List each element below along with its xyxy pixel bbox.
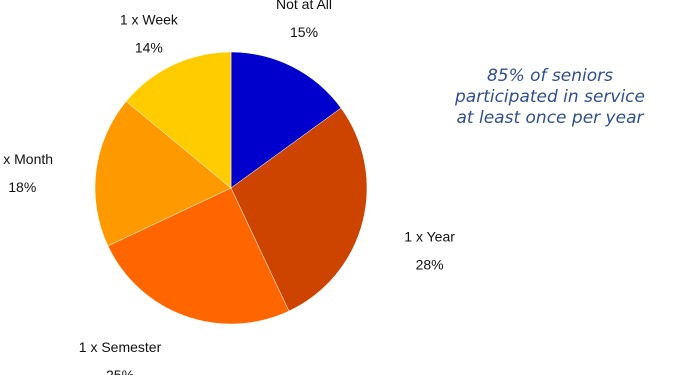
chart-annotation: 85% of seniors participated in service a…	[415, 66, 685, 129]
annotation-line-2: participated in service	[455, 87, 645, 107]
pie-slices	[94, 51, 368, 325]
pie-slice-1-x-week	[125, 51, 232, 189]
pie-slice-1-x-semester	[107, 187, 290, 325]
pie-slice-1-x-month	[94, 100, 232, 247]
slice-value-1-x-week: 14%	[135, 39, 163, 55]
slice-value-1-x-month: 18%	[8, 179, 36, 195]
slice-label-1-x-year: 1 x Year	[404, 228, 455, 244]
slice-value-1-x-semester: 25%	[106, 367, 134, 375]
annotation-line-3: at least once per year	[456, 108, 644, 128]
slice-label-1-x-semester: 1 x Semester	[79, 339, 162, 355]
slice-label-not-at-all: Not at All	[276, 0, 332, 12]
slice-value-not-at-all: 15%	[290, 24, 318, 40]
annotation-line-1: 85% of seniors	[486, 66, 614, 86]
slice-label-1-x-month: 1 x Month	[0, 151, 53, 167]
pie-slice-1-x-year	[230, 107, 368, 312]
slice-value-1-x-year: 28%	[416, 256, 444, 272]
slice-label-1-x-week: 1 x Week	[120, 11, 179, 27]
pie-labels: Not at All 15% 1 x Year 28% 1 x Semester 25% 1…	[0, 0, 455, 375]
pie-slice-not-at-all	[230, 51, 342, 189]
